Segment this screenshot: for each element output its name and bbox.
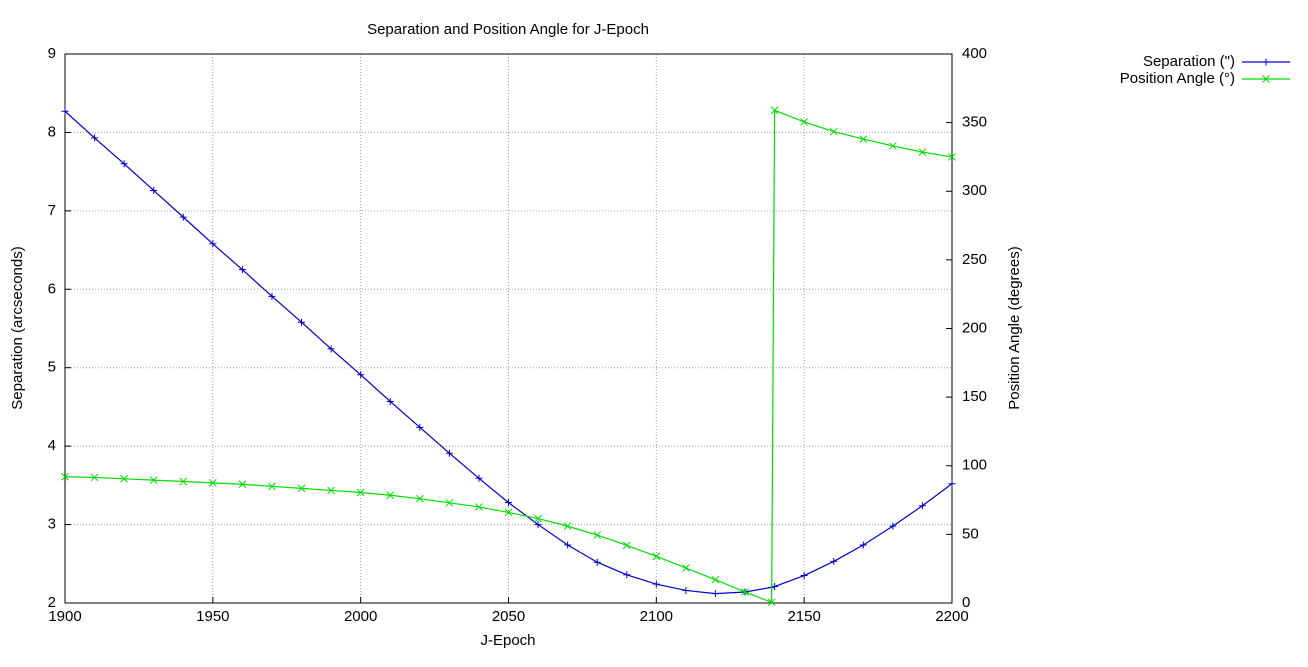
y2-tick-label: 300 [962, 182, 987, 199]
point-marker [770, 106, 779, 115]
y-tick-label: 8 [48, 123, 56, 140]
y2-tick-label: 100 [962, 457, 987, 474]
point-marker [91, 134, 99, 142]
point-marker [208, 479, 217, 487]
point-marker [179, 213, 187, 221]
series-line [64, 110, 953, 595]
point-marker [682, 564, 690, 572]
point-marker [445, 498, 454, 507]
point-marker [534, 514, 542, 523]
point-marker [415, 494, 424, 503]
plot-frame [64, 53, 953, 604]
point-marker [830, 557, 838, 565]
y-tick-label: 5 [48, 359, 56, 376]
y2-tick-label: 250 [962, 251, 987, 268]
point-marker [652, 580, 660, 588]
point-marker [327, 345, 335, 353]
point-marker [889, 142, 897, 150]
x-tick-label: 2200 [935, 608, 968, 625]
legend-label: Separation (") [1143, 53, 1235, 70]
y-tick-label: 2 [48, 594, 56, 611]
point-marker [268, 292, 276, 300]
point-marker [149, 476, 158, 485]
point-marker [386, 491, 395, 500]
point-marker [593, 558, 601, 566]
point-marker [386, 397, 394, 405]
point-marker [622, 541, 631, 550]
y-tick-label: 9 [48, 45, 56, 62]
x-tick-label: 1950 [196, 608, 229, 625]
x-tick-label: 2150 [787, 608, 820, 625]
point-marker [504, 508, 513, 517]
point-marker [356, 488, 365, 497]
point-marker [859, 541, 867, 549]
y-tick-label: 6 [48, 280, 56, 297]
point-marker [918, 502, 926, 510]
point-marker [767, 598, 776, 607]
point-marker [564, 541, 572, 549]
chart-title: Separation and Position Angle for J-Epoc… [367, 21, 649, 38]
point-marker [475, 474, 483, 482]
point-marker [445, 449, 453, 457]
point-marker [682, 586, 690, 594]
legend-marker [1262, 58, 1270, 66]
y2-tick-label: 50 [962, 525, 979, 542]
point-marker [150, 186, 158, 194]
point-marker [534, 521, 542, 529]
point-marker [416, 423, 424, 431]
point-marker [800, 572, 808, 580]
legend-label: Position Angle (°) [1120, 70, 1235, 87]
point-marker [623, 571, 631, 579]
point-marker [475, 503, 483, 511]
point-marker [238, 266, 246, 274]
x-axis-label: J-Epoch [480, 632, 535, 649]
y-axis-label: Separation (arcseconds) [9, 246, 26, 409]
x-tick-label: 2050 [492, 608, 525, 625]
point-marker [90, 473, 99, 482]
point-marker [327, 486, 335, 495]
point-marker [209, 240, 217, 248]
y-tick-label: 3 [48, 516, 56, 533]
point-marker [948, 480, 956, 488]
point-marker [357, 371, 365, 379]
y2-tick-label: 0 [962, 594, 970, 611]
y2-tick-label: 150 [962, 388, 987, 405]
point-marker [829, 127, 838, 136]
x-tick-label: 2000 [344, 608, 377, 625]
y2-tick-label: 200 [962, 319, 987, 336]
point-marker [711, 590, 719, 598]
x-tick-label: 2100 [640, 608, 673, 625]
x-tick-label: 1900 [48, 608, 81, 625]
point-marker [120, 160, 128, 168]
point-marker [800, 118, 809, 126]
point-marker [268, 482, 276, 491]
legend-marker [1262, 75, 1270, 83]
point-marker [505, 499, 512, 507]
point-marker [61, 472, 69, 481]
point-marker [948, 153, 956, 161]
y-tick-label: 4 [48, 437, 56, 454]
point-marker [889, 522, 897, 530]
y2-axis-label: Position Angle (degrees) [1006, 246, 1023, 409]
point-marker [120, 474, 128, 483]
point-marker [593, 531, 602, 539]
point-marker [563, 522, 572, 530]
point-marker [741, 588, 749, 596]
point-marker [652, 552, 661, 561]
point-marker [859, 135, 868, 143]
series-line [64, 109, 953, 604]
point-marker [918, 148, 927, 156]
y2-tick-label: 400 [962, 45, 987, 62]
point-marker [61, 107, 69, 115]
point-marker [179, 477, 188, 486]
point-marker [711, 575, 720, 584]
point-marker [238, 480, 247, 489]
point-marker [298, 318, 306, 326]
y-tick-label: 7 [48, 202, 56, 219]
y2-tick-label: 350 [962, 114, 987, 131]
point-marker [297, 484, 306, 493]
